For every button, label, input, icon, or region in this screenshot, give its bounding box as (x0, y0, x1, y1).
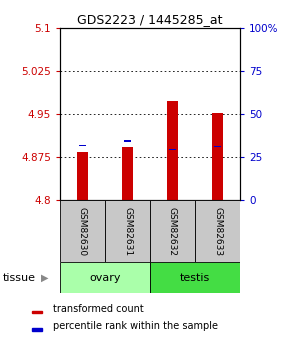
Text: GSM82632: GSM82632 (168, 207, 177, 256)
Bar (150, 262, 240, 293)
Bar (105, 200, 150, 262)
Text: GSM82631: GSM82631 (123, 207, 132, 256)
Text: GSM82633: GSM82633 (213, 207, 222, 256)
Title: GDS2223 / 1445285_at: GDS2223 / 1445285_at (77, 13, 223, 27)
Bar (60, 200, 105, 262)
Bar (124, 140, 130, 142)
Bar (32, 311, 41, 313)
Bar (80, 145, 85, 146)
Bar (195, 200, 240, 262)
Text: transformed count: transformed count (53, 304, 144, 314)
Bar (169, 149, 175, 150)
Bar (60, 262, 150, 293)
Bar (214, 146, 220, 147)
Text: GSM82630: GSM82630 (78, 207, 87, 256)
Bar (167, 101, 178, 200)
Text: percentile rank within the sample: percentile rank within the sample (53, 321, 218, 331)
Bar (150, 200, 195, 262)
Bar (32, 328, 41, 331)
Bar (77, 152, 88, 200)
Bar (122, 147, 133, 200)
Bar (212, 113, 223, 200)
Text: testis: testis (180, 273, 210, 283)
Text: tissue: tissue (3, 273, 36, 283)
Text: ▶: ▶ (40, 273, 48, 283)
Text: ovary: ovary (89, 273, 121, 283)
